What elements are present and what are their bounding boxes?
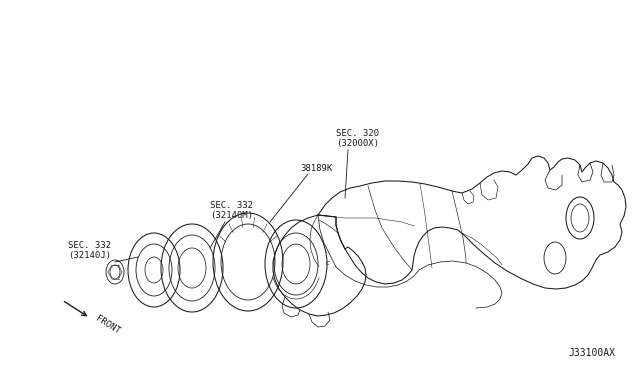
Text: (32000X): (32000X) xyxy=(336,139,379,148)
Text: SEC. 332: SEC. 332 xyxy=(68,241,111,250)
Text: (32140M): (32140M) xyxy=(210,211,253,220)
Text: FRONT: FRONT xyxy=(94,314,122,336)
Text: SEC. 320: SEC. 320 xyxy=(336,129,379,138)
Text: 38189K: 38189K xyxy=(300,164,332,173)
Text: c: c xyxy=(326,260,330,266)
Text: J33100AX: J33100AX xyxy=(568,348,615,358)
Text: SEC. 332: SEC. 332 xyxy=(210,201,253,210)
Text: (32140J): (32140J) xyxy=(68,251,111,260)
